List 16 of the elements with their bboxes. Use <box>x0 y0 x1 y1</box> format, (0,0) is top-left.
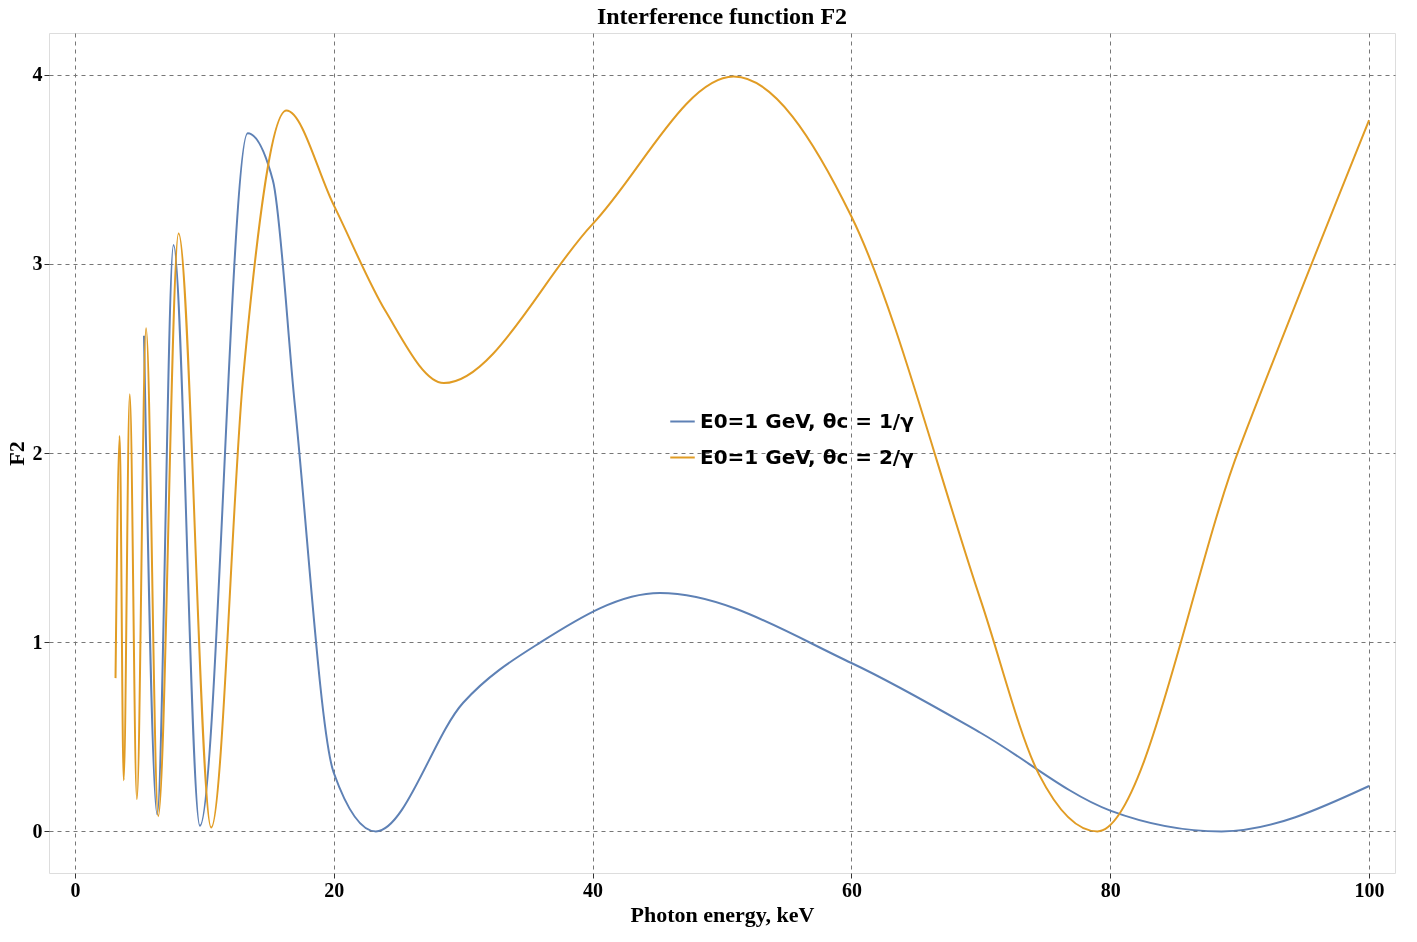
y-tick-label: 4 <box>32 63 43 86</box>
legend-label: E0=1 GeV, θc = 1/γ <box>700 408 915 433</box>
x-tick-label: 20 <box>324 878 345 901</box>
legend-label: E0=1 GeV, θc = 2/γ <box>700 444 915 469</box>
x-tick-label: 40 <box>583 878 604 901</box>
x-tick-label: 100 <box>1354 878 1385 901</box>
y-axis-title: F2 <box>3 441 29 466</box>
x-tick-label: 60 <box>841 878 862 901</box>
x-tick-label: 80 <box>1100 878 1121 901</box>
x-tick-label: 0 <box>70 878 81 901</box>
x-axis-title: Photon energy, keV <box>630 901 815 927</box>
y-tick-label: 1 <box>32 630 43 653</box>
y-tick-label: 0 <box>32 819 43 842</box>
y-tick-label: 2 <box>32 441 43 464</box>
y-tick-label: 3 <box>32 252 43 275</box>
chart-title: Interference function F2 <box>596 3 848 29</box>
